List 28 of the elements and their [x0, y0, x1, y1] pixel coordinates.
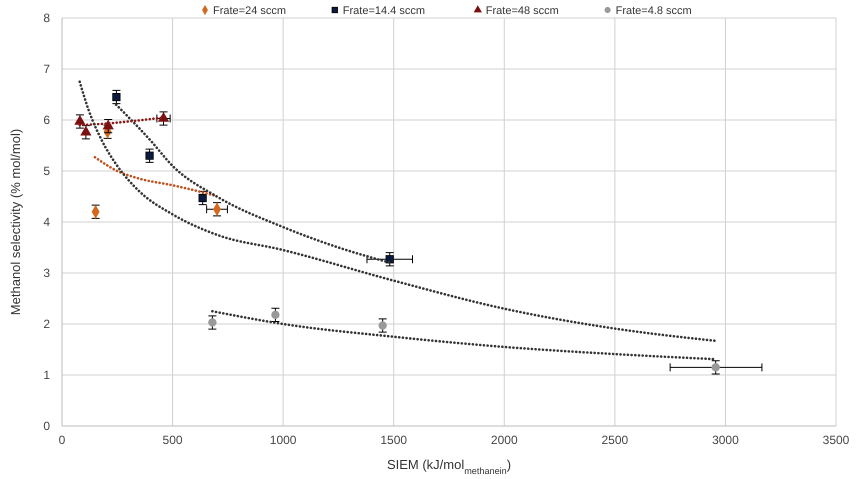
y-tick-label: 2 [43, 317, 50, 331]
legend-label: Frate=4.8 sccm [616, 5, 692, 17]
y-tick-label: 4 [43, 215, 50, 229]
x-tick-label: 2500 [602, 433, 629, 447]
line-series [94, 156, 216, 197]
legend-label: Frate=14.4 sccm [342, 5, 426, 17]
x-tick-label: 500 [162, 433, 183, 447]
y-tick-label: 8 [43, 11, 50, 25]
y-tick-label: 7 [43, 62, 50, 76]
x-axis-title: SIEM (kJ/mol$_{methanein}$) [386, 457, 512, 476]
line-series [211, 310, 717, 360]
x-tick-label: 1500 [380, 433, 408, 447]
y-tick-label: 0 [43, 419, 50, 433]
y-axis-title: Methanol selectivity (% mol/mol) [8, 128, 23, 316]
point [74, 115, 86, 125]
x-tick-label: 3500 [822, 433, 850, 447]
x-tick-label: 1000 [270, 433, 297, 447]
point [80, 126, 92, 136]
y-tick-label: 5 [43, 164, 50, 178]
y-tick-label: 6 [43, 113, 50, 127]
x-tick-label: 0 [58, 433, 66, 447]
line-series [78, 80, 717, 342]
legend-label: Frate=24 sccm [213, 5, 286, 17]
x-tick-label: 3000 [712, 433, 740, 447]
legend-label: Frate=48 sccm [486, 5, 559, 17]
y-tick-label: 1 [43, 368, 50, 382]
y-tick-label: 3 [43, 266, 50, 280]
x-tick-label: 2000 [490, 433, 518, 447]
